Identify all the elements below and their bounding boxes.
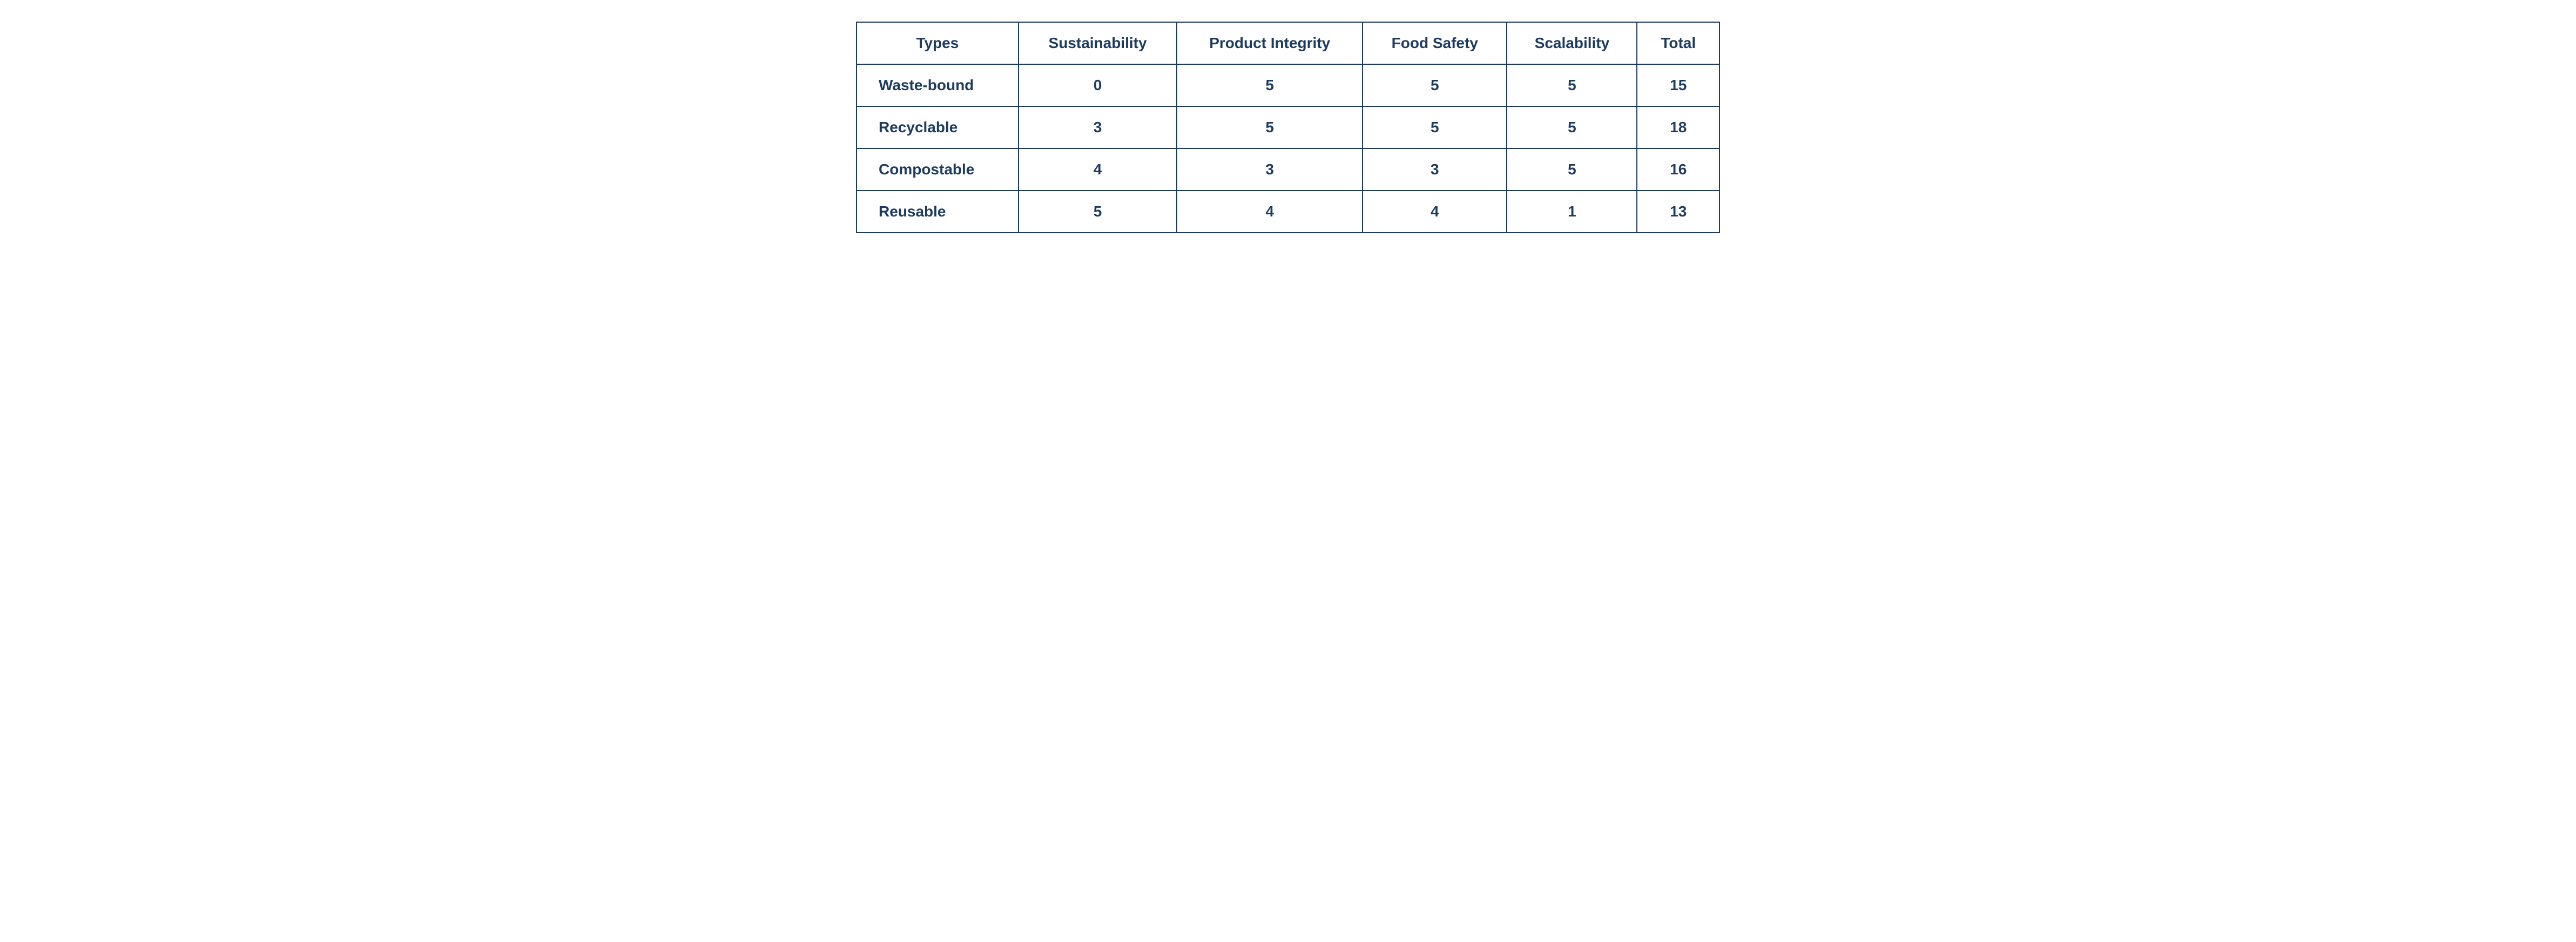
header-sustainability: Sustainability: [1019, 22, 1177, 64]
cell-food-safety: 3: [1363, 148, 1507, 191]
header-row: Types Sustainability Product Integrity F…: [857, 22, 1719, 64]
cell-product-integrity: 5: [1177, 64, 1363, 106]
cell-total: 18: [1637, 106, 1719, 148]
header-product-integrity: Product Integrity: [1177, 22, 1363, 64]
cell-product-integrity: 4: [1177, 191, 1363, 233]
cell-total: 15: [1637, 64, 1719, 106]
cell-sustainability: 5: [1019, 191, 1177, 233]
table-row: Waste-bound 0 5 5 5 15: [857, 64, 1719, 106]
cell-total: 13: [1637, 191, 1719, 233]
table-row: Recyclable 3 5 5 5 18: [857, 106, 1719, 148]
table-row: Reusable 5 4 4 1 13: [857, 191, 1719, 233]
cell-sustainability: 4: [1019, 148, 1177, 191]
header-total: Total: [1637, 22, 1719, 64]
cell-scalability: 1: [1507, 191, 1637, 233]
cell-scalability: 5: [1507, 106, 1637, 148]
cell-type: Reusable: [857, 191, 1019, 233]
cell-scalability: 5: [1507, 148, 1637, 191]
cell-product-integrity: 5: [1177, 106, 1363, 148]
cell-sustainability: 0: [1019, 64, 1177, 106]
cell-product-integrity: 3: [1177, 148, 1363, 191]
table-row: Compostable 4 3 3 5 16: [857, 148, 1719, 191]
header-scalability: Scalability: [1507, 22, 1637, 64]
cell-type: Waste-bound: [857, 64, 1019, 106]
header-food-safety: Food Safety: [1363, 22, 1507, 64]
cell-total: 16: [1637, 148, 1719, 191]
cell-type: Recyclable: [857, 106, 1019, 148]
header-types: Types: [857, 22, 1019, 64]
cell-food-safety: 4: [1363, 191, 1507, 233]
cell-type: Compostable: [857, 148, 1019, 191]
cell-sustainability: 3: [1019, 106, 1177, 148]
cell-scalability: 5: [1507, 64, 1637, 106]
cell-food-safety: 5: [1363, 64, 1507, 106]
scoring-table: Types Sustainability Product Integrity F…: [856, 22, 1720, 233]
cell-food-safety: 5: [1363, 106, 1507, 148]
